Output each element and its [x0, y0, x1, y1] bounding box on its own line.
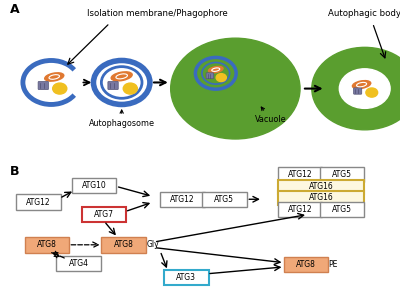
FancyBboxPatch shape — [108, 82, 118, 90]
FancyBboxPatch shape — [160, 191, 204, 207]
Ellipse shape — [111, 72, 132, 81]
Text: ATG7: ATG7 — [94, 210, 114, 219]
Text: ATG5: ATG5 — [332, 205, 352, 214]
Ellipse shape — [208, 67, 223, 73]
Text: A: A — [10, 3, 20, 16]
FancyBboxPatch shape — [278, 167, 322, 182]
Text: Gly: Gly — [147, 240, 159, 249]
Text: ATG12: ATG12 — [288, 205, 312, 214]
FancyBboxPatch shape — [202, 191, 246, 207]
FancyBboxPatch shape — [206, 73, 214, 79]
Text: Vacuole: Vacuole — [255, 107, 286, 124]
FancyBboxPatch shape — [164, 270, 208, 285]
Circle shape — [53, 83, 67, 94]
Text: ATG8: ATG8 — [296, 260, 316, 269]
FancyBboxPatch shape — [278, 191, 364, 205]
FancyBboxPatch shape — [38, 82, 48, 90]
FancyBboxPatch shape — [72, 178, 116, 193]
FancyBboxPatch shape — [102, 237, 146, 253]
FancyBboxPatch shape — [25, 237, 69, 253]
Text: ATG4: ATG4 — [68, 259, 88, 268]
Text: ATG16: ATG16 — [308, 194, 333, 202]
Circle shape — [312, 47, 400, 130]
Text: ATG12: ATG12 — [26, 197, 51, 206]
FancyBboxPatch shape — [278, 180, 364, 194]
FancyBboxPatch shape — [16, 194, 61, 210]
Circle shape — [339, 69, 390, 108]
Text: PE: PE — [328, 260, 338, 269]
FancyBboxPatch shape — [82, 207, 126, 222]
Text: ATG10: ATG10 — [82, 181, 107, 190]
Circle shape — [123, 83, 137, 94]
Text: Autophagic body: Autophagic body — [328, 9, 400, 18]
Ellipse shape — [45, 73, 64, 81]
Text: Isolation membrane/Phagophore: Isolation membrane/Phagophore — [86, 9, 227, 18]
Circle shape — [366, 88, 378, 97]
Ellipse shape — [352, 81, 371, 88]
Circle shape — [171, 38, 300, 139]
FancyBboxPatch shape — [320, 167, 364, 182]
FancyBboxPatch shape — [354, 88, 362, 94]
Text: ATG5: ATG5 — [332, 170, 352, 179]
FancyBboxPatch shape — [56, 256, 101, 271]
Text: ATG8: ATG8 — [114, 240, 134, 249]
Text: B: B — [10, 165, 20, 178]
Text: ATG12: ATG12 — [170, 195, 195, 204]
FancyBboxPatch shape — [278, 202, 322, 217]
FancyBboxPatch shape — [284, 257, 328, 272]
Text: Autophagosome: Autophagosome — [89, 110, 155, 128]
Text: ATG5: ATG5 — [214, 195, 234, 204]
Circle shape — [216, 74, 226, 82]
Text: ATG8: ATG8 — [37, 240, 57, 249]
Text: ATG12: ATG12 — [288, 170, 312, 179]
Text: ATG16: ATG16 — [308, 182, 333, 191]
Text: ATG3: ATG3 — [176, 273, 196, 282]
FancyBboxPatch shape — [320, 202, 364, 217]
